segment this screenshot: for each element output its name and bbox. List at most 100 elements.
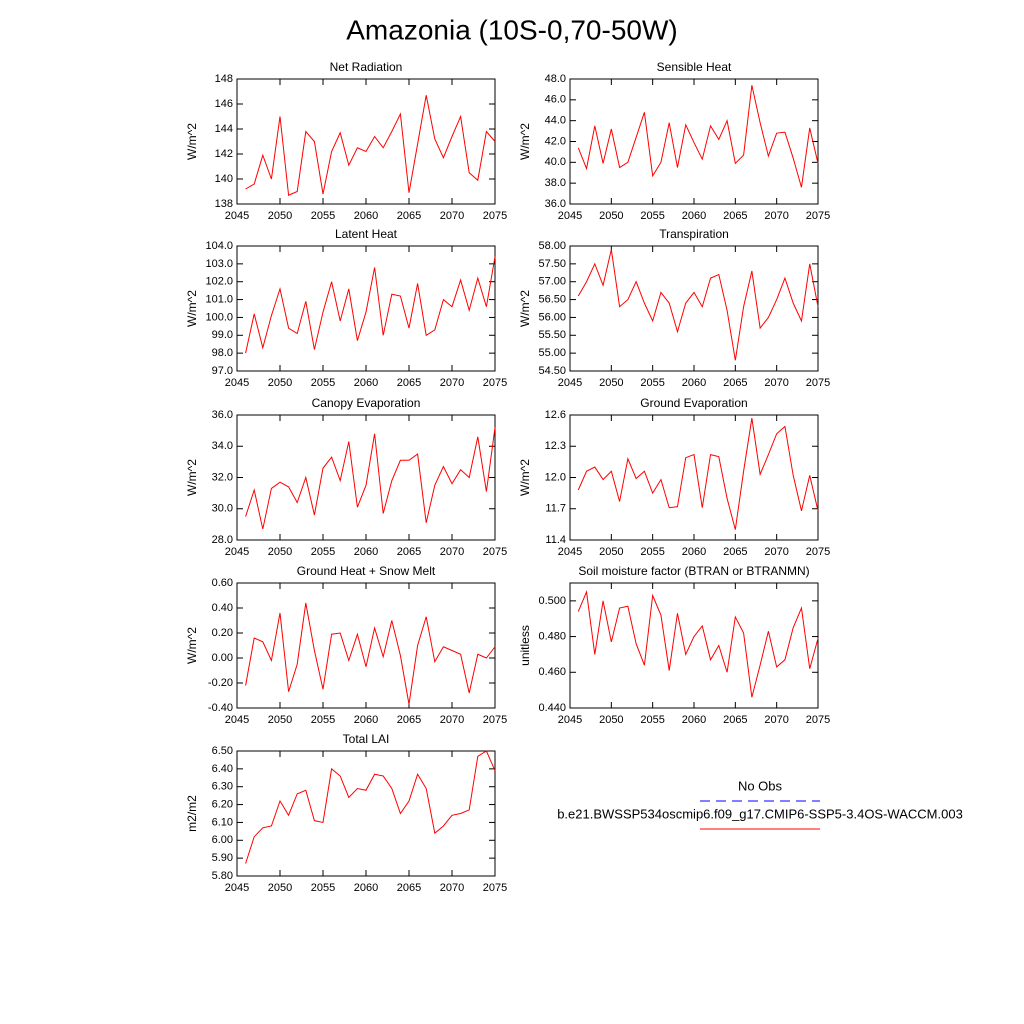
y-tick-label: 5.90 [212, 852, 233, 864]
y-tick-label: 104.0 [205, 240, 233, 252]
y-tick-label: -0.20 [208, 677, 233, 689]
x-tick-label: 2075 [483, 377, 507, 389]
legend-label: No Obs [738, 778, 783, 793]
data-line [245, 95, 496, 196]
x-tick-label: 2065 [723, 714, 747, 726]
y-tick-label: 56.50 [538, 293, 566, 305]
y-tick-label: -0.40 [208, 702, 233, 714]
y-tick-label: 148 [215, 73, 233, 85]
panel-title: Ground Evaporation [640, 396, 747, 410]
y-tick-label: 34.0 [212, 440, 233, 452]
y-tick-label: 44.0 [545, 115, 566, 127]
x-tick-label: 2045 [558, 714, 582, 726]
y-tick-label: 54.50 [538, 365, 566, 377]
x-tick-label: 2045 [558, 377, 582, 389]
x-tick-label: 2060 [354, 714, 378, 726]
y-tick-label: 32.0 [212, 471, 233, 483]
x-tick-label: 2050 [599, 210, 623, 222]
y-axis-label: W/m^2 [518, 123, 532, 160]
y-tick-label: 12.0 [545, 471, 566, 483]
x-tick-label: 2050 [268, 546, 292, 558]
y-tick-label: 57.50 [538, 258, 566, 270]
panel-title: Latent Heat [335, 227, 398, 241]
panel-title: Ground Heat + Snow Melt [297, 564, 436, 578]
x-tick-label: 2060 [354, 546, 378, 558]
y-tick-label: 46.0 [545, 94, 566, 106]
y-tick-label: 57.00 [538, 276, 566, 288]
x-tick-label: 2045 [558, 210, 582, 222]
y-tick-label: 0.40 [212, 602, 233, 614]
x-tick-label: 2065 [397, 714, 421, 726]
y-tick-label: 138 [215, 198, 233, 210]
y-tick-label: 30.0 [212, 503, 233, 515]
panel-title: Soil moisture factor (BTRAN or BTRANMN) [578, 564, 809, 578]
x-tick-label: 2045 [558, 546, 582, 558]
data-line [577, 418, 819, 530]
x-tick-label: 2065 [723, 546, 747, 558]
x-tick-label: 2050 [268, 882, 292, 894]
x-tick-label: 2055 [311, 377, 335, 389]
x-tick-label: 2075 [806, 714, 830, 726]
y-tick-label: 6.20 [212, 798, 233, 810]
y-tick-label: 102.0 [205, 276, 233, 288]
x-tick-label: 2060 [354, 882, 378, 894]
y-axis-label: m2/m2 [185, 795, 199, 832]
x-tick-label: 2045 [225, 210, 249, 222]
y-tick-label: 103.0 [205, 258, 233, 270]
y-axis-label: W/m^2 [518, 290, 532, 327]
y-tick-label: 0.440 [538, 702, 566, 714]
data-line [245, 256, 496, 354]
y-tick-label: 140 [215, 173, 233, 185]
x-tick-label: 2060 [682, 210, 706, 222]
panel-title: Total LAI [343, 732, 390, 746]
data-line [577, 590, 819, 698]
y-tick-label: 101.0 [205, 293, 233, 305]
y-tick-label: 146 [215, 98, 233, 110]
y-tick-label: 6.50 [212, 745, 233, 757]
y-tick-label: 36.0 [545, 198, 566, 210]
x-tick-label: 2070 [764, 210, 788, 222]
x-tick-label: 2050 [268, 210, 292, 222]
plot-frame [569, 245, 819, 372]
y-tick-label: 48.0 [545, 73, 566, 85]
y-tick-label: 100.0 [205, 311, 233, 323]
x-tick-label: 2075 [483, 546, 507, 558]
x-tick-label: 2075 [806, 546, 830, 558]
y-tick-label: 12.6 [545, 409, 566, 421]
y-tick-label: 55.50 [538, 329, 566, 341]
x-tick-label: 2065 [397, 210, 421, 222]
x-tick-label: 2060 [354, 210, 378, 222]
x-tick-label: 2055 [640, 714, 664, 726]
panel-title: Net Radiation [330, 60, 403, 74]
y-tick-label: 28.0 [212, 534, 233, 546]
x-tick-label: 2050 [268, 714, 292, 726]
x-tick-label: 2065 [397, 377, 421, 389]
x-tick-label: 2070 [440, 546, 464, 558]
plot-frame [569, 582, 819, 709]
y-tick-label: 56.00 [538, 311, 566, 323]
y-tick-label: 58.00 [538, 240, 566, 252]
x-tick-label: 2055 [311, 210, 335, 222]
y-tick-label: 144 [215, 123, 233, 135]
panel-title: Transpiration [659, 227, 729, 241]
x-tick-label: 2055 [311, 882, 335, 894]
x-tick-label: 2070 [440, 882, 464, 894]
page-title: Amazonia (10S-0,70-50W) [346, 14, 677, 45]
x-tick-label: 2070 [440, 210, 464, 222]
plot-frame [569, 414, 819, 541]
x-tick-label: 2060 [682, 714, 706, 726]
y-tick-label: 12.3 [545, 440, 566, 452]
x-tick-label: 2050 [599, 377, 623, 389]
data-line [577, 249, 819, 361]
y-axis-label: W/m^2 [185, 290, 199, 327]
y-tick-label: 98.0 [212, 347, 233, 359]
x-tick-label: 2060 [682, 377, 706, 389]
x-tick-label: 2070 [764, 714, 788, 726]
x-tick-label: 2065 [397, 546, 421, 558]
y-tick-label: 99.0 [212, 329, 233, 341]
x-tick-label: 2050 [599, 714, 623, 726]
x-tick-label: 2050 [599, 546, 623, 558]
x-tick-label: 2045 [225, 882, 249, 894]
plot-frame [236, 78, 496, 205]
